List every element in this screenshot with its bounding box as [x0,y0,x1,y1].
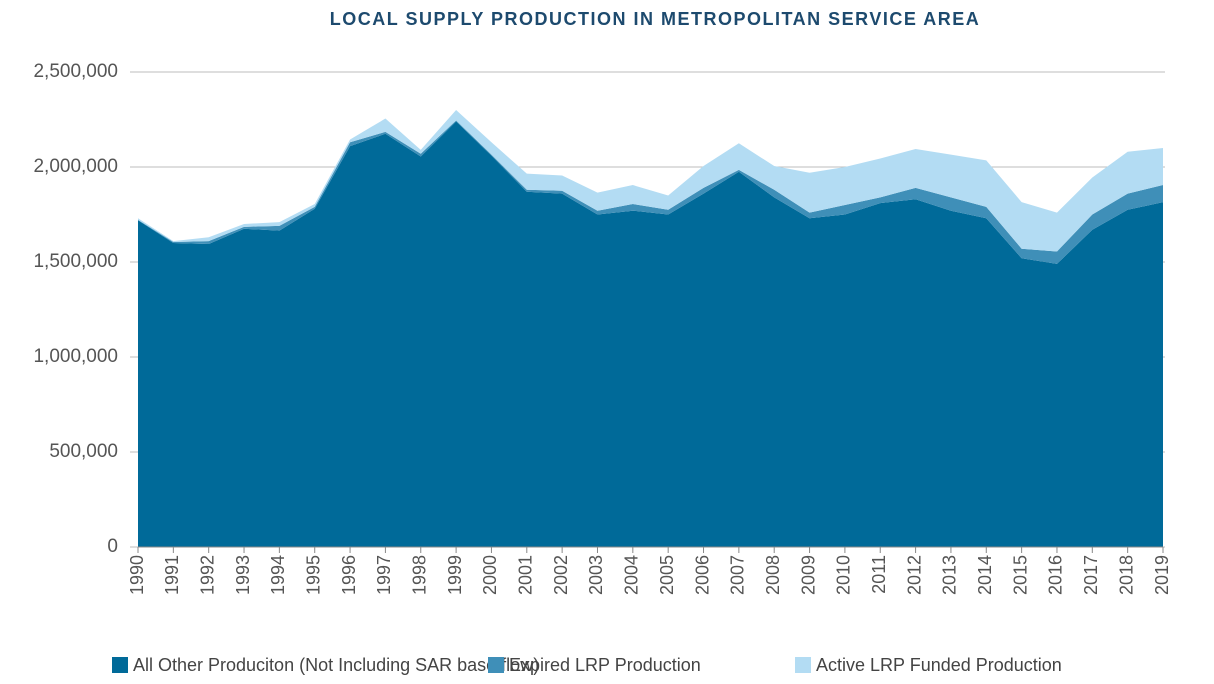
x-tick-label: 2005 [657,555,677,595]
x-tick-label: 2002 [551,555,571,595]
y-tick-label: 0 [107,536,118,557]
y-tick-label: 1,000,000 [33,346,118,367]
x-tick-label: 2012 [904,555,924,595]
x-tick-label: 2014 [975,555,995,595]
legend-label: Expired LRP Production [509,655,701,675]
x-tick-label: 1996 [339,555,359,595]
x-tick-label: 1990 [127,555,147,595]
x-tick-label: 1992 [197,555,217,595]
x-tick-label: 1991 [162,555,182,595]
x-tick-label: 1993 [233,555,253,595]
x-tick-label: 2008 [763,555,783,595]
x-tick-label: 1994 [268,555,288,595]
x-tick-label: 1997 [374,555,394,595]
x-tick-label: 2015 [1010,555,1030,595]
x-tick-label: 2007 [728,555,748,595]
legend-label: All Other Produciton (Not Including SAR … [133,655,539,675]
chart-title: LOCAL SUPPLY PRODUCTION IN METROPOLITAN … [330,9,980,29]
x-tick-label: 1995 [303,555,323,595]
x-tick-label: 2017 [1081,555,1101,595]
x-tick-label: 2004 [622,555,642,595]
x-tick-label: 2016 [1046,555,1066,595]
legend-swatch [795,657,811,673]
x-tick-label: 2006 [692,555,712,595]
x-tick-label: 2011 [869,555,889,594]
area [138,120,1163,264]
legend-swatch [112,657,128,673]
y-tick-label: 1,500,000 [33,251,118,272]
x-tick-label: 1998 [410,555,430,595]
y-tick-label: 2,000,000 [33,156,118,177]
x-tick-label: 2019 [1152,555,1172,595]
x-tick-label: 2001 [516,555,536,595]
legend-label: Active LRP Funded Production [816,655,1062,675]
x-tick-label: 1999 [445,555,465,595]
x-tick-label: 2000 [480,555,500,595]
x-tick-label: 2009 [798,555,818,595]
legend-swatch [488,657,504,673]
area [138,110,1163,252]
x-tick-label: 2013 [940,555,960,595]
x-tick-label: 2018 [1116,555,1136,595]
x-tick-label: 2003 [586,555,606,595]
y-tick-label: 2,500,000 [33,61,118,82]
area [138,121,1163,548]
x-tick-label: 2010 [834,555,854,595]
y-tick-label: 500,000 [49,441,118,462]
